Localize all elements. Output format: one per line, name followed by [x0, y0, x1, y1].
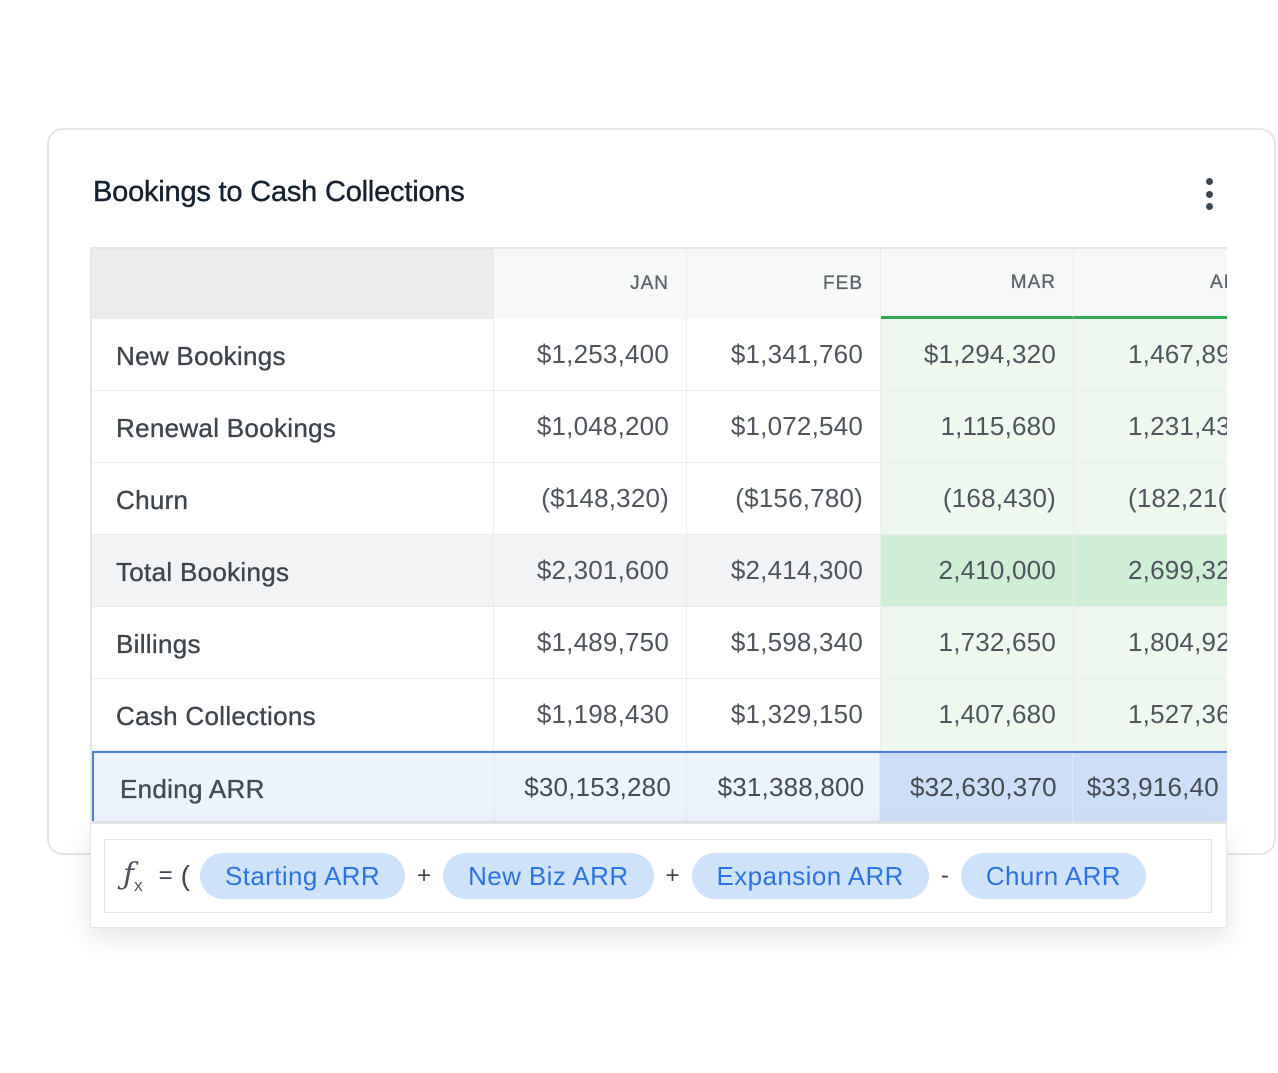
table-cell[interactable]: 1,407,680: [881, 679, 1074, 750]
table-cell[interactable]: $1,198,430: [494, 679, 687, 750]
table-row-selected[interactable]: Ending ARR $30,153,280 $31,388,800 $32,6…: [92, 751, 1227, 821]
formula-token-new-biz-arr[interactable]: New Biz ARR: [443, 853, 654, 899]
table-cell[interactable]: ($156,780): [687, 463, 881, 534]
table-cell[interactable]: 1,732,650: [881, 607, 1074, 678]
formula-input[interactable]: ƒx = ( Starting ARR + New Biz ARR + Expa…: [104, 839, 1212, 913]
function-fx-icon: ƒx: [123, 856, 143, 895]
table-cell[interactable]: $31,388,800: [687, 753, 881, 821]
table-cell[interactable]: $1,341,760: [687, 319, 881, 390]
column-header-apr[interactable]: AI: [1074, 249, 1227, 319]
table-cell[interactable]: $32,630,370: [880, 753, 1073, 821]
table-cell[interactable]: $1,598,340: [687, 607, 881, 678]
table-cell[interactable]: $1,253,400: [494, 319, 687, 390]
formula-operator: +: [417, 862, 432, 889]
table-row: Cash Collections $1,198,430 $1,329,150 1…: [92, 679, 1227, 751]
table-cell[interactable]: $1,048,200: [494, 391, 687, 462]
table-cell[interactable]: $1,489,750: [494, 607, 687, 678]
table-row: Churn ($148,320) ($156,780) (168,430) (1…: [92, 463, 1227, 535]
formula-bar: ƒx = ( Starting ARR + New Biz ARR + Expa…: [90, 823, 1227, 928]
formula-open-paren: (: [180, 860, 190, 891]
table-cell[interactable]: 1,804,92: [1074, 607, 1227, 678]
column-header-feb[interactable]: FEB: [687, 249, 881, 319]
table-cell[interactable]: $2,301,600: [494, 535, 687, 606]
kebab-menu-icon[interactable]: [1197, 176, 1221, 212]
table-cell[interactable]: $1,294,320: [881, 319, 1074, 390]
table-row: Billings $1,489,750 $1,598,340 1,732,650…: [92, 607, 1227, 679]
header-corner: [92, 249, 494, 319]
table-row: Renewal Bookings $1,048,200 $1,072,540 1…: [92, 391, 1227, 463]
row-label: Billings: [92, 607, 494, 678]
kebab-dot: [1205, 203, 1213, 210]
table-cell[interactable]: 1,115,680: [881, 391, 1074, 462]
kebab-dot: [1205, 178, 1213, 185]
row-label: Ending ARR: [94, 753, 495, 821]
table-cell[interactable]: 1,467,89: [1074, 319, 1227, 390]
table-cell[interactable]: (182,21(: [1074, 463, 1227, 534]
column-header-mar[interactable]: MAR: [881, 249, 1074, 319]
table-cell[interactable]: $2,414,300: [687, 535, 881, 606]
table-cell[interactable]: 1,231,43: [1074, 391, 1227, 462]
formula-token-starting-arr[interactable]: Starting ARR: [199, 853, 406, 899]
column-header-jan[interactable]: JAN: [494, 249, 687, 319]
row-label: New Bookings: [92, 319, 494, 390]
formula-token-expansion-arr[interactable]: Expansion ARR: [691, 853, 929, 899]
formula-equals: =: [158, 862, 173, 889]
table-cell[interactable]: $1,072,540: [687, 391, 881, 462]
header-row: JAN FEB MAR AI: [92, 249, 1227, 319]
data-grid: JAN FEB MAR AI New Bookings $1,253,400 $…: [90, 247, 1227, 823]
table-row: New Bookings $1,253,400 $1,341,760 $1,29…: [92, 319, 1227, 391]
formula-token-churn-arr[interactable]: Churn ARR: [960, 853, 1146, 899]
table-cell[interactable]: 1,527,36: [1074, 679, 1227, 750]
table-cell[interactable]: $33,916,40: [1072, 753, 1227, 821]
formula-operator: +: [665, 862, 680, 889]
kebab-dot: [1205, 190, 1213, 198]
row-label: Cash Collections: [92, 679, 494, 750]
table-cell[interactable]: 2,699,32: [1074, 535, 1227, 606]
table-cell[interactable]: $30,153,280: [495, 753, 688, 821]
row-label: Churn: [92, 463, 494, 534]
table-cell[interactable]: ($148,320): [494, 463, 687, 534]
table-cell[interactable]: $1,329,150: [687, 679, 881, 750]
formula-operator: -: [940, 862, 949, 889]
row-label: Total Bookings: [92, 535, 494, 606]
table-cell[interactable]: (168,430): [881, 463, 1074, 534]
table-row-total: Total Bookings $2,301,600 $2,414,300 2,4…: [92, 535, 1227, 607]
card-title: Bookings to Cash Collections: [93, 176, 465, 208]
row-label: Renewal Bookings: [92, 391, 494, 462]
table-cell[interactable]: 2,410,000: [881, 535, 1074, 606]
